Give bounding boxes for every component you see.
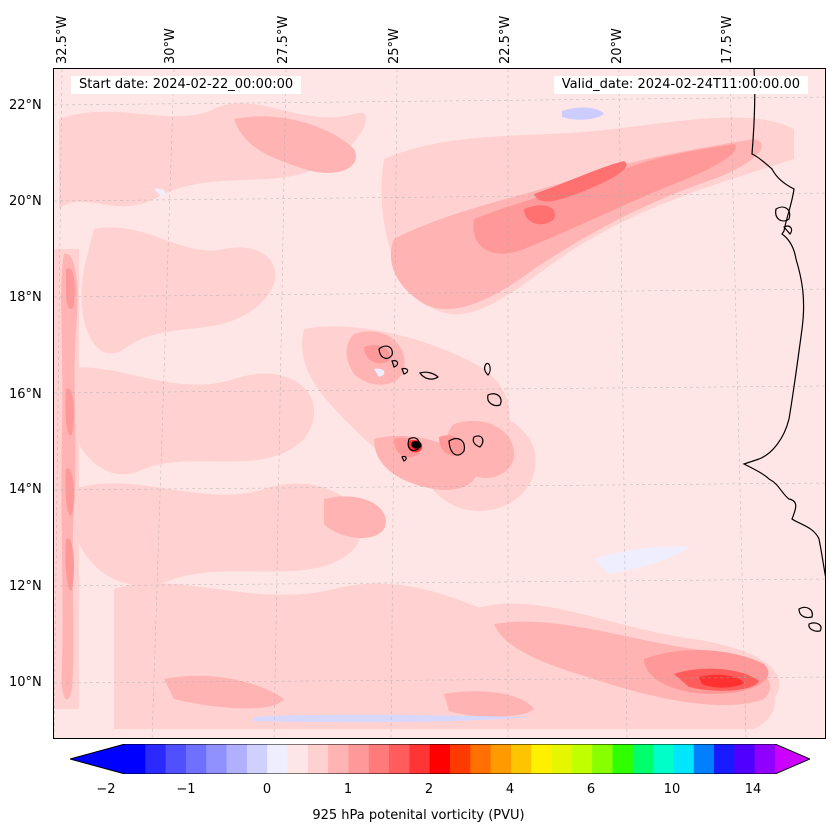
- colorbar-segment: [673, 744, 695, 774]
- colorbar-segment: [754, 744, 776, 774]
- colorbar: [70, 744, 810, 774]
- colorbar-segment: [287, 744, 309, 774]
- colorbar-segment: [368, 744, 390, 774]
- cb-tick-label: 6: [586, 782, 596, 797]
- start-date-label: Start date: 2024-02-22_00:00:00: [71, 76, 302, 94]
- colorbar-segment: [571, 744, 593, 774]
- cb-tick-label: 2: [424, 782, 434, 797]
- lat-label-20n: 20°N: [9, 194, 42, 209]
- pv-negative-contours: [154, 107, 689, 723]
- lat-label-14n: 14°N: [9, 482, 42, 497]
- cb-tick-label: −1: [176, 782, 196, 797]
- colorbar-title: 925 hPa potenital vorticity (PVU): [312, 808, 525, 823]
- colorbar-segment: [185, 744, 207, 774]
- colorbar-segment: [693, 744, 715, 774]
- cb-tick-label: 4: [505, 782, 515, 797]
- colorbar-segment: [612, 744, 634, 774]
- lon-label-32-5w: 32.5°W: [55, 15, 70, 64]
- colorbar-segment: [734, 744, 756, 774]
- colorbar-segment: [226, 744, 248, 774]
- lon-label-30w: 30°W: [163, 28, 178, 64]
- cb-tick-label: 1: [343, 782, 353, 797]
- colorbar-segment: [348, 744, 370, 774]
- colorbar-segment: [267, 744, 288, 774]
- colorbar-segment: [246, 744, 268, 774]
- cb-tick-label: 0: [262, 782, 272, 797]
- lon-label-17-5w: 17.5°W: [720, 15, 735, 64]
- pv-max-contours: [408, 161, 759, 691]
- lat-label-12n: 12°N: [9, 579, 42, 594]
- colorbar-segment: [165, 744, 187, 774]
- colorbar-segment: [470, 744, 492, 774]
- lon-label-22-5w: 22.5°W: [498, 15, 513, 64]
- colorbar-segment: [592, 744, 613, 774]
- colorbar-segment: [450, 744, 471, 774]
- lon-label-20w: 20°W: [610, 28, 625, 64]
- lon-label-25w: 25°W: [387, 28, 402, 64]
- coastline: [378, 69, 825, 632]
- colorbar-segment: [145, 744, 167, 774]
- lat-label-16n: 16°N: [9, 387, 42, 402]
- colorbar-segment: [206, 744, 228, 774]
- cb-tick-label: 14: [744, 782, 762, 797]
- colorbar-segment: [490, 744, 512, 774]
- colorbar-segment: [125, 744, 146, 774]
- valid-date-label: Valid_date: 2024-02-24T11:00:00.00: [553, 76, 808, 94]
- pv-field-map: [54, 69, 825, 738]
- colorbar-extend-low: [70, 744, 125, 774]
- colorbar-segment: [307, 744, 329, 774]
- island-fill: [411, 441, 422, 449]
- cb-tick-label: 10: [663, 782, 681, 797]
- colorbar-segment: [409, 744, 431, 774]
- cb-tick-label: −2: [96, 782, 116, 797]
- colorbar-segment: [531, 744, 553, 774]
- lat-label-10n: 10°N: [9, 675, 42, 690]
- map-panel: [53, 68, 826, 739]
- colorbar-segment: [551, 744, 573, 774]
- lat-label-18n: 18°N: [9, 290, 42, 305]
- colorbar-segment: [714, 744, 735, 774]
- colorbar-segment: [653, 744, 674, 774]
- colorbar-segment: [429, 744, 451, 774]
- lat-label-22n: 22°N: [9, 98, 42, 113]
- colorbar-segment: [510, 744, 532, 774]
- colorbar-segment: [389, 744, 410, 774]
- colorbar-extend-high: [775, 744, 810, 774]
- colorbar-segment: [328, 744, 349, 774]
- colorbar-segment: [632, 744, 654, 774]
- lon-label-27-5w: 27.5°W: [276, 15, 291, 64]
- graticule: [54, 69, 825, 738]
